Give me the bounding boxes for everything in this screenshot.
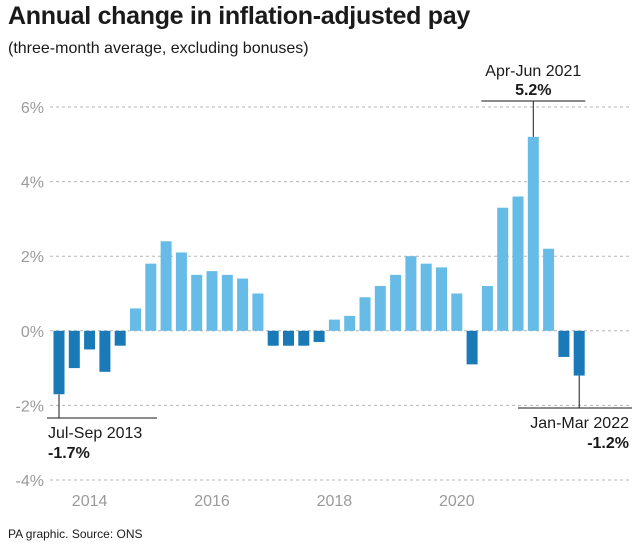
bar bbox=[390, 274, 402, 331]
bar bbox=[543, 248, 555, 331]
bar bbox=[313, 330, 325, 342]
bar bbox=[175, 252, 187, 331]
y-tick-label: 6% bbox=[21, 100, 44, 117]
annotation-label: Jul-Sep 2013 bbox=[48, 425, 142, 442]
y-tick-label: 2% bbox=[21, 249, 44, 266]
bar bbox=[283, 330, 294, 346]
annotation-value: -1.7% bbox=[48, 445, 90, 462]
source-note: PA graphic. Source: ONS bbox=[8, 527, 143, 541]
bar bbox=[359, 297, 371, 331]
bar bbox=[298, 330, 310, 346]
bar bbox=[99, 330, 111, 372]
x-tick-label: 2014 bbox=[72, 493, 108, 510]
bar bbox=[53, 330, 65, 395]
bar bbox=[114, 330, 126, 346]
y-tick-label: 4% bbox=[21, 175, 44, 192]
bar bbox=[84, 330, 96, 350]
bar bbox=[252, 293, 264, 331]
bar bbox=[130, 308, 141, 331]
chart-title: Annual change in inflation-adjusted pay bbox=[8, 2, 470, 30]
bar bbox=[145, 263, 157, 331]
bar bbox=[466, 330, 478, 365]
x-tick-label: 2018 bbox=[317, 493, 353, 510]
bar bbox=[512, 196, 524, 331]
bar bbox=[206, 271, 218, 331]
bar bbox=[237, 278, 249, 331]
bar bbox=[558, 330, 570, 357]
y-tick-label: 0% bbox=[21, 324, 44, 341]
bar bbox=[267, 330, 279, 346]
bar bbox=[328, 319, 340, 331]
bar bbox=[451, 293, 463, 331]
annotation-label: Apr-Jun 2021 bbox=[485, 63, 581, 80]
x-tick-label: 2016 bbox=[194, 493, 230, 510]
annotation-label: Jan-Mar 2022 bbox=[530, 415, 629, 432]
chart-subtitle: (three-month average, excluding bonuses) bbox=[8, 40, 309, 57]
annotation-value: -1.2% bbox=[587, 435, 629, 452]
x-tick-label: 2020 bbox=[439, 493, 475, 510]
bar bbox=[191, 274, 203, 331]
bar bbox=[405, 256, 417, 331]
y-tick-label: -4% bbox=[16, 473, 44, 490]
bar bbox=[527, 136, 539, 331]
bar bbox=[374, 286, 386, 331]
bar bbox=[573, 330, 585, 376]
bar bbox=[436, 267, 447, 331]
bar bbox=[221, 274, 233, 331]
bar bbox=[344, 315, 356, 331]
bar bbox=[497, 207, 509, 331]
bar bbox=[160, 241, 172, 331]
bar bbox=[420, 263, 432, 331]
y-tick-label: -2% bbox=[16, 398, 44, 415]
bar bbox=[68, 330, 80, 369]
bar bbox=[481, 286, 493, 331]
annotation-value: 5.2% bbox=[515, 82, 551, 99]
